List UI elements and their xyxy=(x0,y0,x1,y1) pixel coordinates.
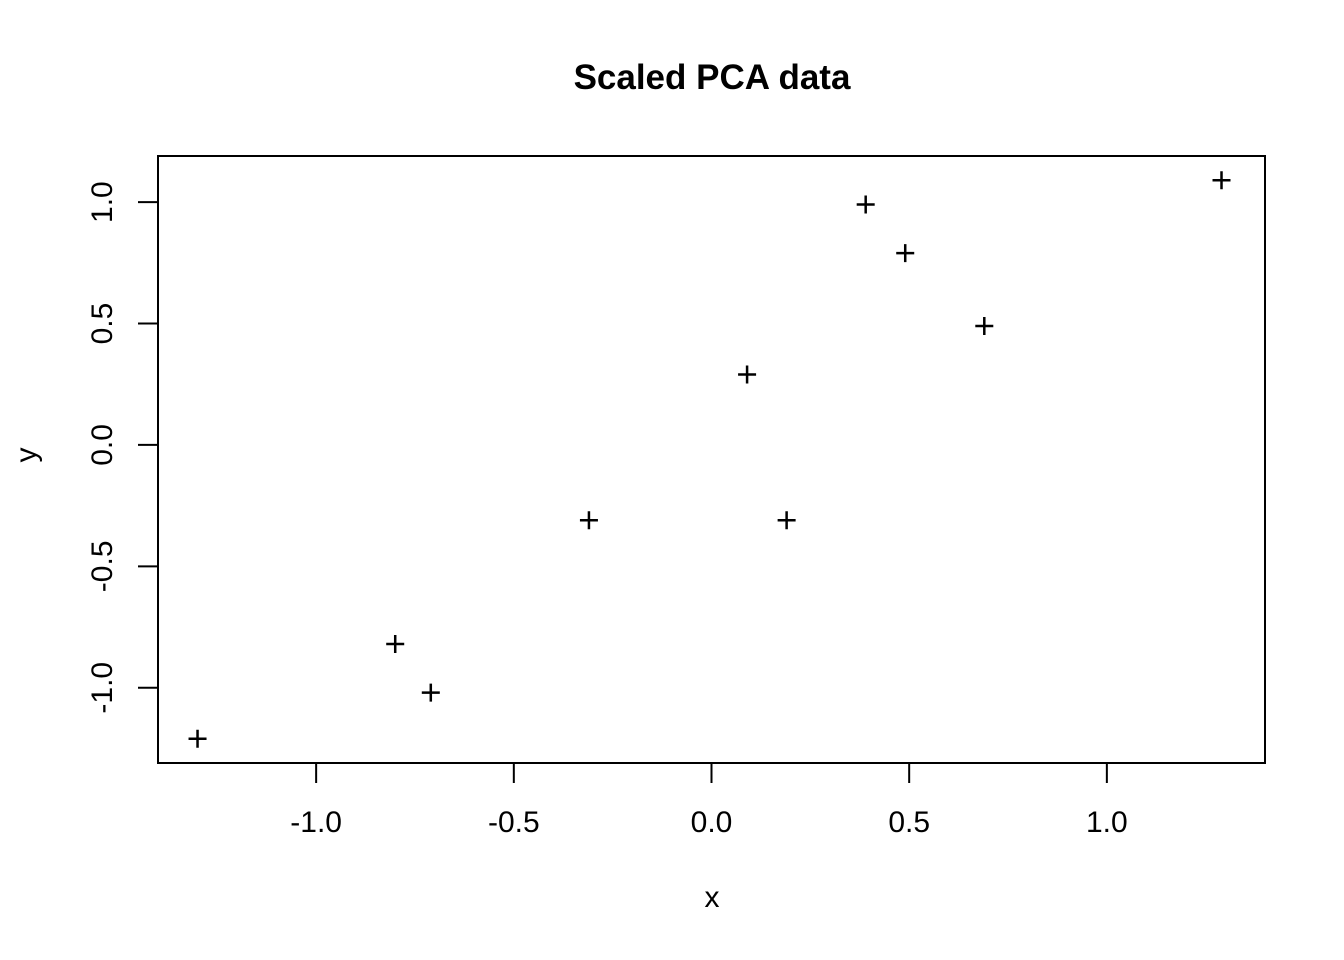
data-points xyxy=(188,171,1231,748)
y-tick-label: -1.0 xyxy=(86,662,119,714)
data-point-marker xyxy=(777,511,796,530)
x-axis-ticks: -1.0 -0.5 0.0 0.5 1.0 xyxy=(290,763,1128,839)
y-tick-label: 0.0 xyxy=(86,424,119,466)
data-point-marker xyxy=(1212,171,1231,190)
data-point-marker xyxy=(188,729,207,748)
x-tick-label: 0.0 xyxy=(691,806,733,839)
x-tick-label: -1.0 xyxy=(290,806,342,839)
x-tick-label: 1.0 xyxy=(1086,806,1128,839)
x-axis-label: x xyxy=(705,881,720,914)
x-tick-label: 0.5 xyxy=(888,806,930,839)
x-tick-label: -0.5 xyxy=(488,806,540,839)
data-point-marker xyxy=(386,635,405,654)
data-point-marker xyxy=(975,316,994,335)
data-point-marker xyxy=(896,244,915,263)
data-point-marker xyxy=(738,365,757,384)
y-tick-label: -0.5 xyxy=(86,540,119,592)
y-axis-ticks: -1.0 -0.5 0.0 0.5 1.0 xyxy=(86,181,158,714)
data-point-marker xyxy=(579,511,598,530)
plot-box xyxy=(157,155,1266,764)
y-axis-label: y xyxy=(10,448,43,463)
data-point-marker xyxy=(421,683,440,702)
y-tick-label: 0.5 xyxy=(86,303,119,345)
chart-title: Scaled PCA data xyxy=(574,58,851,97)
data-point-marker xyxy=(856,195,875,214)
y-tick-label: 1.0 xyxy=(86,181,119,223)
